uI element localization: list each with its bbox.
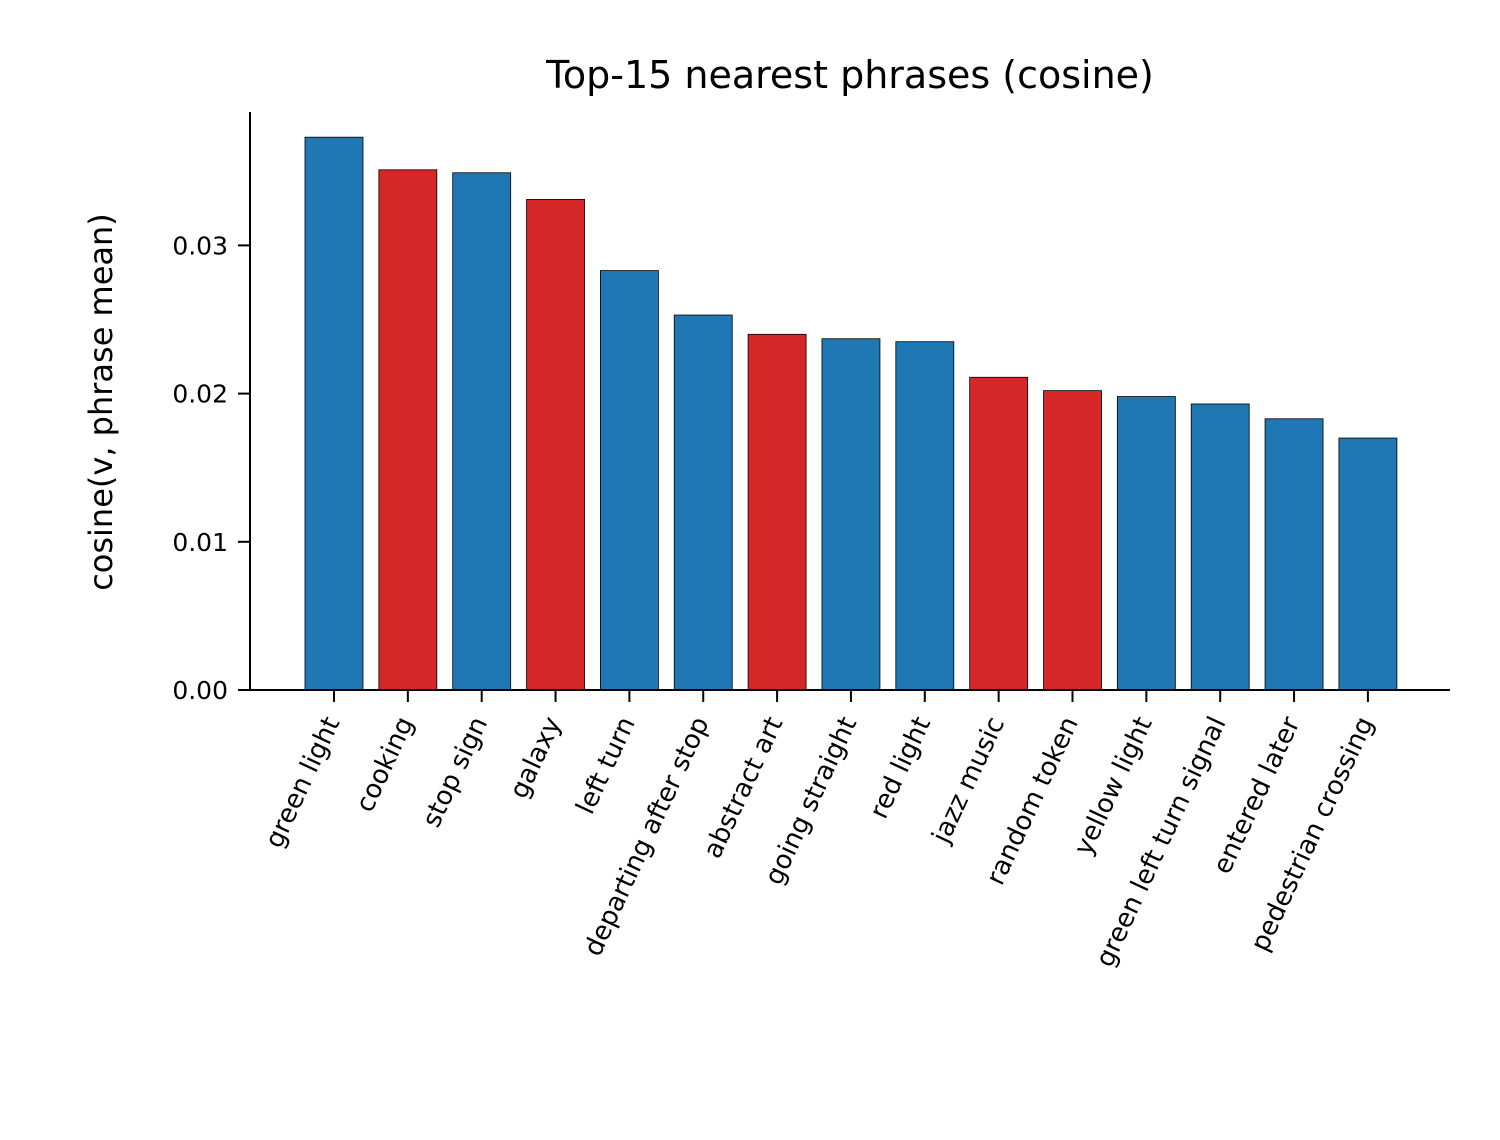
y-tick-label: 0.02 [172, 380, 228, 409]
x-tick-label: galaxy [504, 712, 568, 803]
bar-red-light [895, 341, 955, 691]
bars-group [304, 136, 1398, 691]
x-tick-label: jazz music [926, 712, 1011, 848]
y-axis-label: cosine(v, phrase mean) [82, 213, 120, 591]
bar-entered-later [1264, 418, 1324, 691]
axes-group [249, 112, 1450, 691]
bar-stop-sign [452, 172, 512, 691]
bar-left-turn [600, 270, 659, 691]
x-tick-label: green light [260, 712, 347, 852]
bar-galaxy [526, 199, 585, 691]
bar-jazz-music [969, 376, 1029, 691]
bar-going-straight [821, 338, 881, 691]
y-ticks-group: 0.00 0.01 0.02 0.03 [172, 231, 250, 705]
bar-random-token [1043, 390, 1102, 691]
bar-green-light [304, 136, 364, 691]
y-tick-label: 0.00 [172, 676, 228, 705]
bar-pedestrian-crossing [1338, 437, 1398, 691]
x-tick-label: green left turn signal [1090, 712, 1232, 971]
y-tick-label: 0.03 [172, 231, 228, 260]
bar-yellow-light [1116, 396, 1176, 691]
x-tick-label: red light [864, 712, 937, 823]
bar-green-left-turn-signal [1190, 403, 1250, 691]
y-tick-label: 0.01 [172, 528, 228, 557]
bar-departing-after-stop [673, 314, 733, 691]
x-tick-label: yellow light [1069, 712, 1159, 860]
x-tick-label: left turn [571, 712, 642, 819]
x-tick-label: stop sign [417, 712, 494, 832]
chart-title: Top-15 nearest phrases (cosine) [545, 53, 1154, 97]
bar-cooking [378, 169, 438, 691]
bar-abstract-art [747, 333, 807, 691]
x-tick-label: cooking [350, 712, 420, 817]
